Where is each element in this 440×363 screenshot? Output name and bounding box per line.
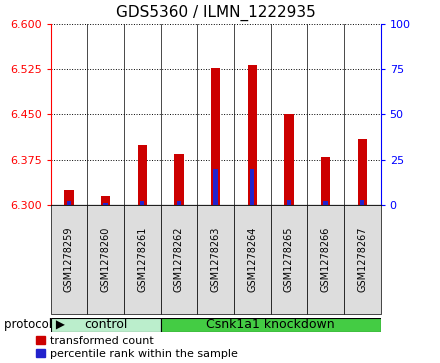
Text: Csnk1a1 knockdown: Csnk1a1 knockdown [206,318,335,331]
Legend: transformed count, percentile rank within the sample: transformed count, percentile rank withi… [37,336,238,359]
Bar [344,205,381,314]
Bar [360,200,364,205]
Bar [103,203,108,205]
Text: GSM1278264: GSM1278264 [247,227,257,292]
Bar [321,157,330,205]
Bar [64,190,73,205]
Bar [87,205,124,314]
Bar [177,201,181,205]
Text: GSM1278267: GSM1278267 [357,227,367,292]
Bar [211,68,220,205]
Bar [174,154,183,205]
Text: GSM1278266: GSM1278266 [321,227,330,292]
Text: GSM1278259: GSM1278259 [64,227,74,292]
Bar [248,65,257,205]
Bar [307,205,344,314]
Bar [250,169,254,205]
Text: GSM1278262: GSM1278262 [174,227,184,292]
Text: GSM1278261: GSM1278261 [137,227,147,292]
Text: GSM1278265: GSM1278265 [284,227,294,292]
Text: control: control [84,318,127,331]
Bar [51,318,161,332]
Bar [234,205,271,314]
Bar [287,200,291,205]
Bar [271,205,307,314]
Bar [284,114,293,205]
Text: protocol ▶: protocol ▶ [4,318,65,331]
Bar [124,205,161,314]
Bar [140,201,144,205]
Text: GSM1278263: GSM1278263 [211,227,220,292]
Bar [138,144,147,205]
Bar [161,318,381,332]
Bar [161,205,197,314]
Bar [197,205,234,314]
Text: GSM1278260: GSM1278260 [101,227,110,292]
Bar [213,169,218,205]
Bar [51,205,87,314]
Bar [67,201,71,205]
Title: GDS5360 / ILMN_1222935: GDS5360 / ILMN_1222935 [116,5,315,21]
Bar [101,196,110,205]
Bar [358,139,367,205]
Bar [323,201,328,205]
